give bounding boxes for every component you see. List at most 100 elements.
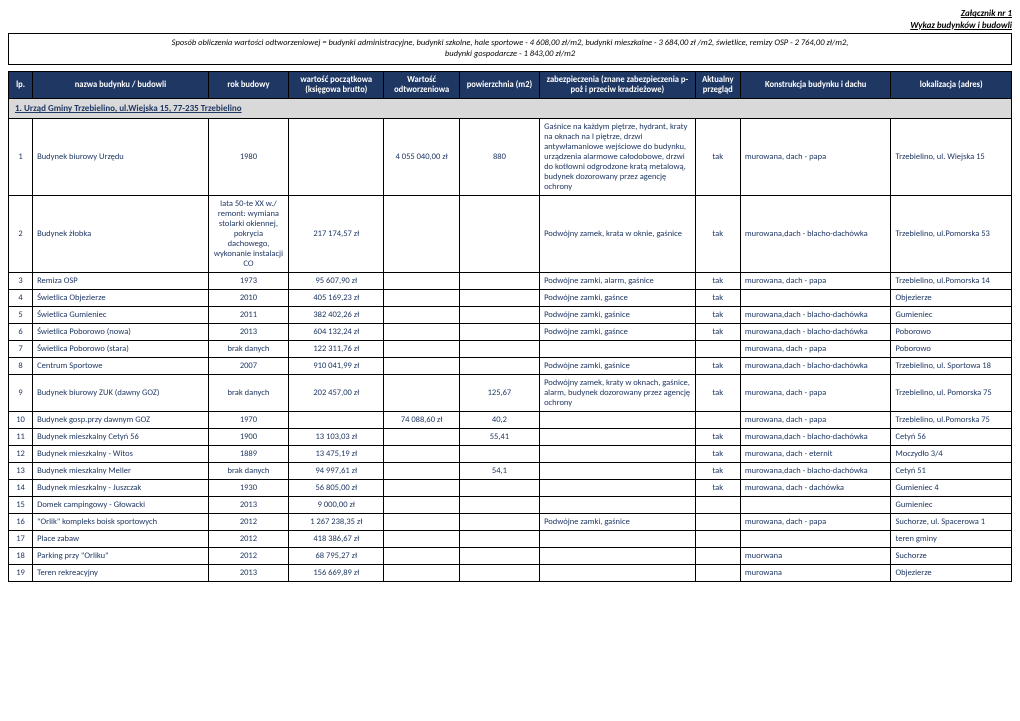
table-row: 12Budynek mieszkalny - Witos188913 475,1… [9, 446, 1012, 463]
cell-sec [540, 497, 696, 514]
cell-loc: Objezierze [891, 565, 1012, 582]
cell-year: brak danych [208, 375, 288, 412]
table-row: 6Świetlica Poborowo (nowa)2013604 132,24… [9, 324, 1012, 341]
cell-year: 1930 [208, 480, 288, 497]
table-row: 17Place zabaw2012418 386,67 złteren gmin… [9, 531, 1012, 548]
calculation-method-box: Sposób obliczenia wartości odtworzeniowe… [8, 33, 1012, 65]
cell-loc: Gumieniec 4 [891, 480, 1012, 497]
cell-valr [384, 273, 459, 290]
cell-cons: murowana,dach - blacho-dachówka [740, 196, 891, 273]
cell-insp: tak [695, 273, 740, 290]
cell-lp: 15 [9, 497, 33, 514]
cell-insp: tak [695, 324, 740, 341]
cell-valr: 4 055 040,00 zł [384, 119, 459, 196]
cell-val0: 910 041,99 zł [289, 358, 384, 375]
cell-cons [740, 497, 891, 514]
cell-valr [384, 196, 459, 273]
cell-lp: 17 [9, 531, 33, 548]
cell-area: 880 [459, 119, 539, 196]
cell-valr [384, 307, 459, 324]
cell-name: Świetlica Poborowo (stara) [33, 341, 209, 358]
cell-area [459, 273, 539, 290]
cell-valr [384, 341, 459, 358]
cell-sec [540, 412, 696, 429]
cell-loc: Suchorze, ul. Spacerowa 1 [891, 514, 1012, 531]
section-row: 1. Urząd Gminy Trzebielino, ul.Wiejska 1… [9, 99, 1012, 119]
cell-lp: 3 [9, 273, 33, 290]
cell-year: 2012 [208, 531, 288, 548]
cell-year: brak danych [208, 341, 288, 358]
cell-cons: murowana, dach - eternit [740, 446, 891, 463]
table-row: 16"Orlik" kompleks boisk sportowych20121… [9, 514, 1012, 531]
cell-name: Parking przy "Orliku" [33, 548, 209, 565]
col-area: powierzchnia (m2) [459, 72, 539, 99]
cell-sec: Podwójny zamek, kraty w oknach, gaśnice,… [540, 375, 696, 412]
cell-insp [695, 514, 740, 531]
cell-area [459, 480, 539, 497]
cell-insp [695, 341, 740, 358]
cell-val0: 122 311,76 zł [289, 341, 384, 358]
cell-name: Place zabaw [33, 531, 209, 548]
cell-insp [695, 548, 740, 565]
cell-area [459, 324, 539, 341]
cell-valr [384, 514, 459, 531]
cell-cons: murowana, dach - papa [740, 273, 891, 290]
col-sec: zabezpieczenia (znane zabezpieczenia p-p… [540, 72, 696, 99]
cell-loc: Cetyń 56 [891, 429, 1012, 446]
cell-insp: tak [695, 463, 740, 480]
header-line-2: Wykaz budynków i budowli [910, 20, 1012, 31]
cell-year: 2012 [208, 514, 288, 531]
cell-loc: Objezierze [891, 290, 1012, 307]
cell-val0: 95 607,90 zł [289, 273, 384, 290]
cell-valr [384, 548, 459, 565]
cell-insp: tak [695, 290, 740, 307]
cell-sec [540, 565, 696, 582]
cell-year: 1980 [208, 119, 288, 196]
cell-insp [695, 531, 740, 548]
cell-year: 2013 [208, 497, 288, 514]
cell-lp: 9 [9, 375, 33, 412]
table-row: 19Teren rekreacyjny2013156 669,89 złmuro… [9, 565, 1012, 582]
table-header: lp. nazwa budynku / budowli rok budowy w… [9, 72, 1012, 99]
cell-insp [695, 412, 740, 429]
cell-name: Teren rekreacyjny [33, 565, 209, 582]
cell-val0: 202 457,00 zł [289, 375, 384, 412]
cell-sec [540, 531, 696, 548]
cell-name: Budynek biurowy ZUK (dawny GOZ) [33, 375, 209, 412]
cell-lp: 19 [9, 565, 33, 582]
cell-year: brak danych [208, 463, 288, 480]
cell-sec [540, 480, 696, 497]
cell-name: Budynek mieszkalny - Witos [33, 446, 209, 463]
buildings-table: lp. nazwa budynku / budowli rok budowy w… [8, 71, 1012, 582]
cell-area: 125,67 [459, 375, 539, 412]
cell-sec [540, 446, 696, 463]
cell-val0: 94 997,61 zł [289, 463, 384, 480]
cell-insp [695, 497, 740, 514]
cell-year: 2007 [208, 358, 288, 375]
table-row: 4Świetlica Objezierze2010405 169,23 złPo… [9, 290, 1012, 307]
cell-loc: Gumieniec [891, 307, 1012, 324]
cell-name: Budynek gosp.przy dawnym GOZ [33, 412, 209, 429]
cell-loc: Trzebielino, ul. Pomorska 75 [891, 375, 1012, 412]
cell-area: 54,1 [459, 463, 539, 480]
col-insp: Aktualny przegląd [695, 72, 740, 99]
col-year: rok budowy [208, 72, 288, 99]
cell-lp: 8 [9, 358, 33, 375]
cell-val0: 156 669,89 zł [289, 565, 384, 582]
cell-val0: 1 267 238,35 zł [289, 514, 384, 531]
cell-area: 40,2 [459, 412, 539, 429]
cell-valr [384, 358, 459, 375]
cell-lp: 6 [9, 324, 33, 341]
cell-name: Centrum Sportowe [33, 358, 209, 375]
cell-area [459, 358, 539, 375]
cell-lp: 2 [9, 196, 33, 273]
cell-lp: 4 [9, 290, 33, 307]
cell-loc: Poborowo [891, 341, 1012, 358]
cell-insp: tak [695, 358, 740, 375]
cell-area [459, 341, 539, 358]
cell-insp: tak [695, 480, 740, 497]
cell-valr [384, 375, 459, 412]
table-row: 7Świetlica Poborowo (stara)brak danych12… [9, 341, 1012, 358]
cell-val0: 604 132,24 zł [289, 324, 384, 341]
cell-sec [540, 341, 696, 358]
